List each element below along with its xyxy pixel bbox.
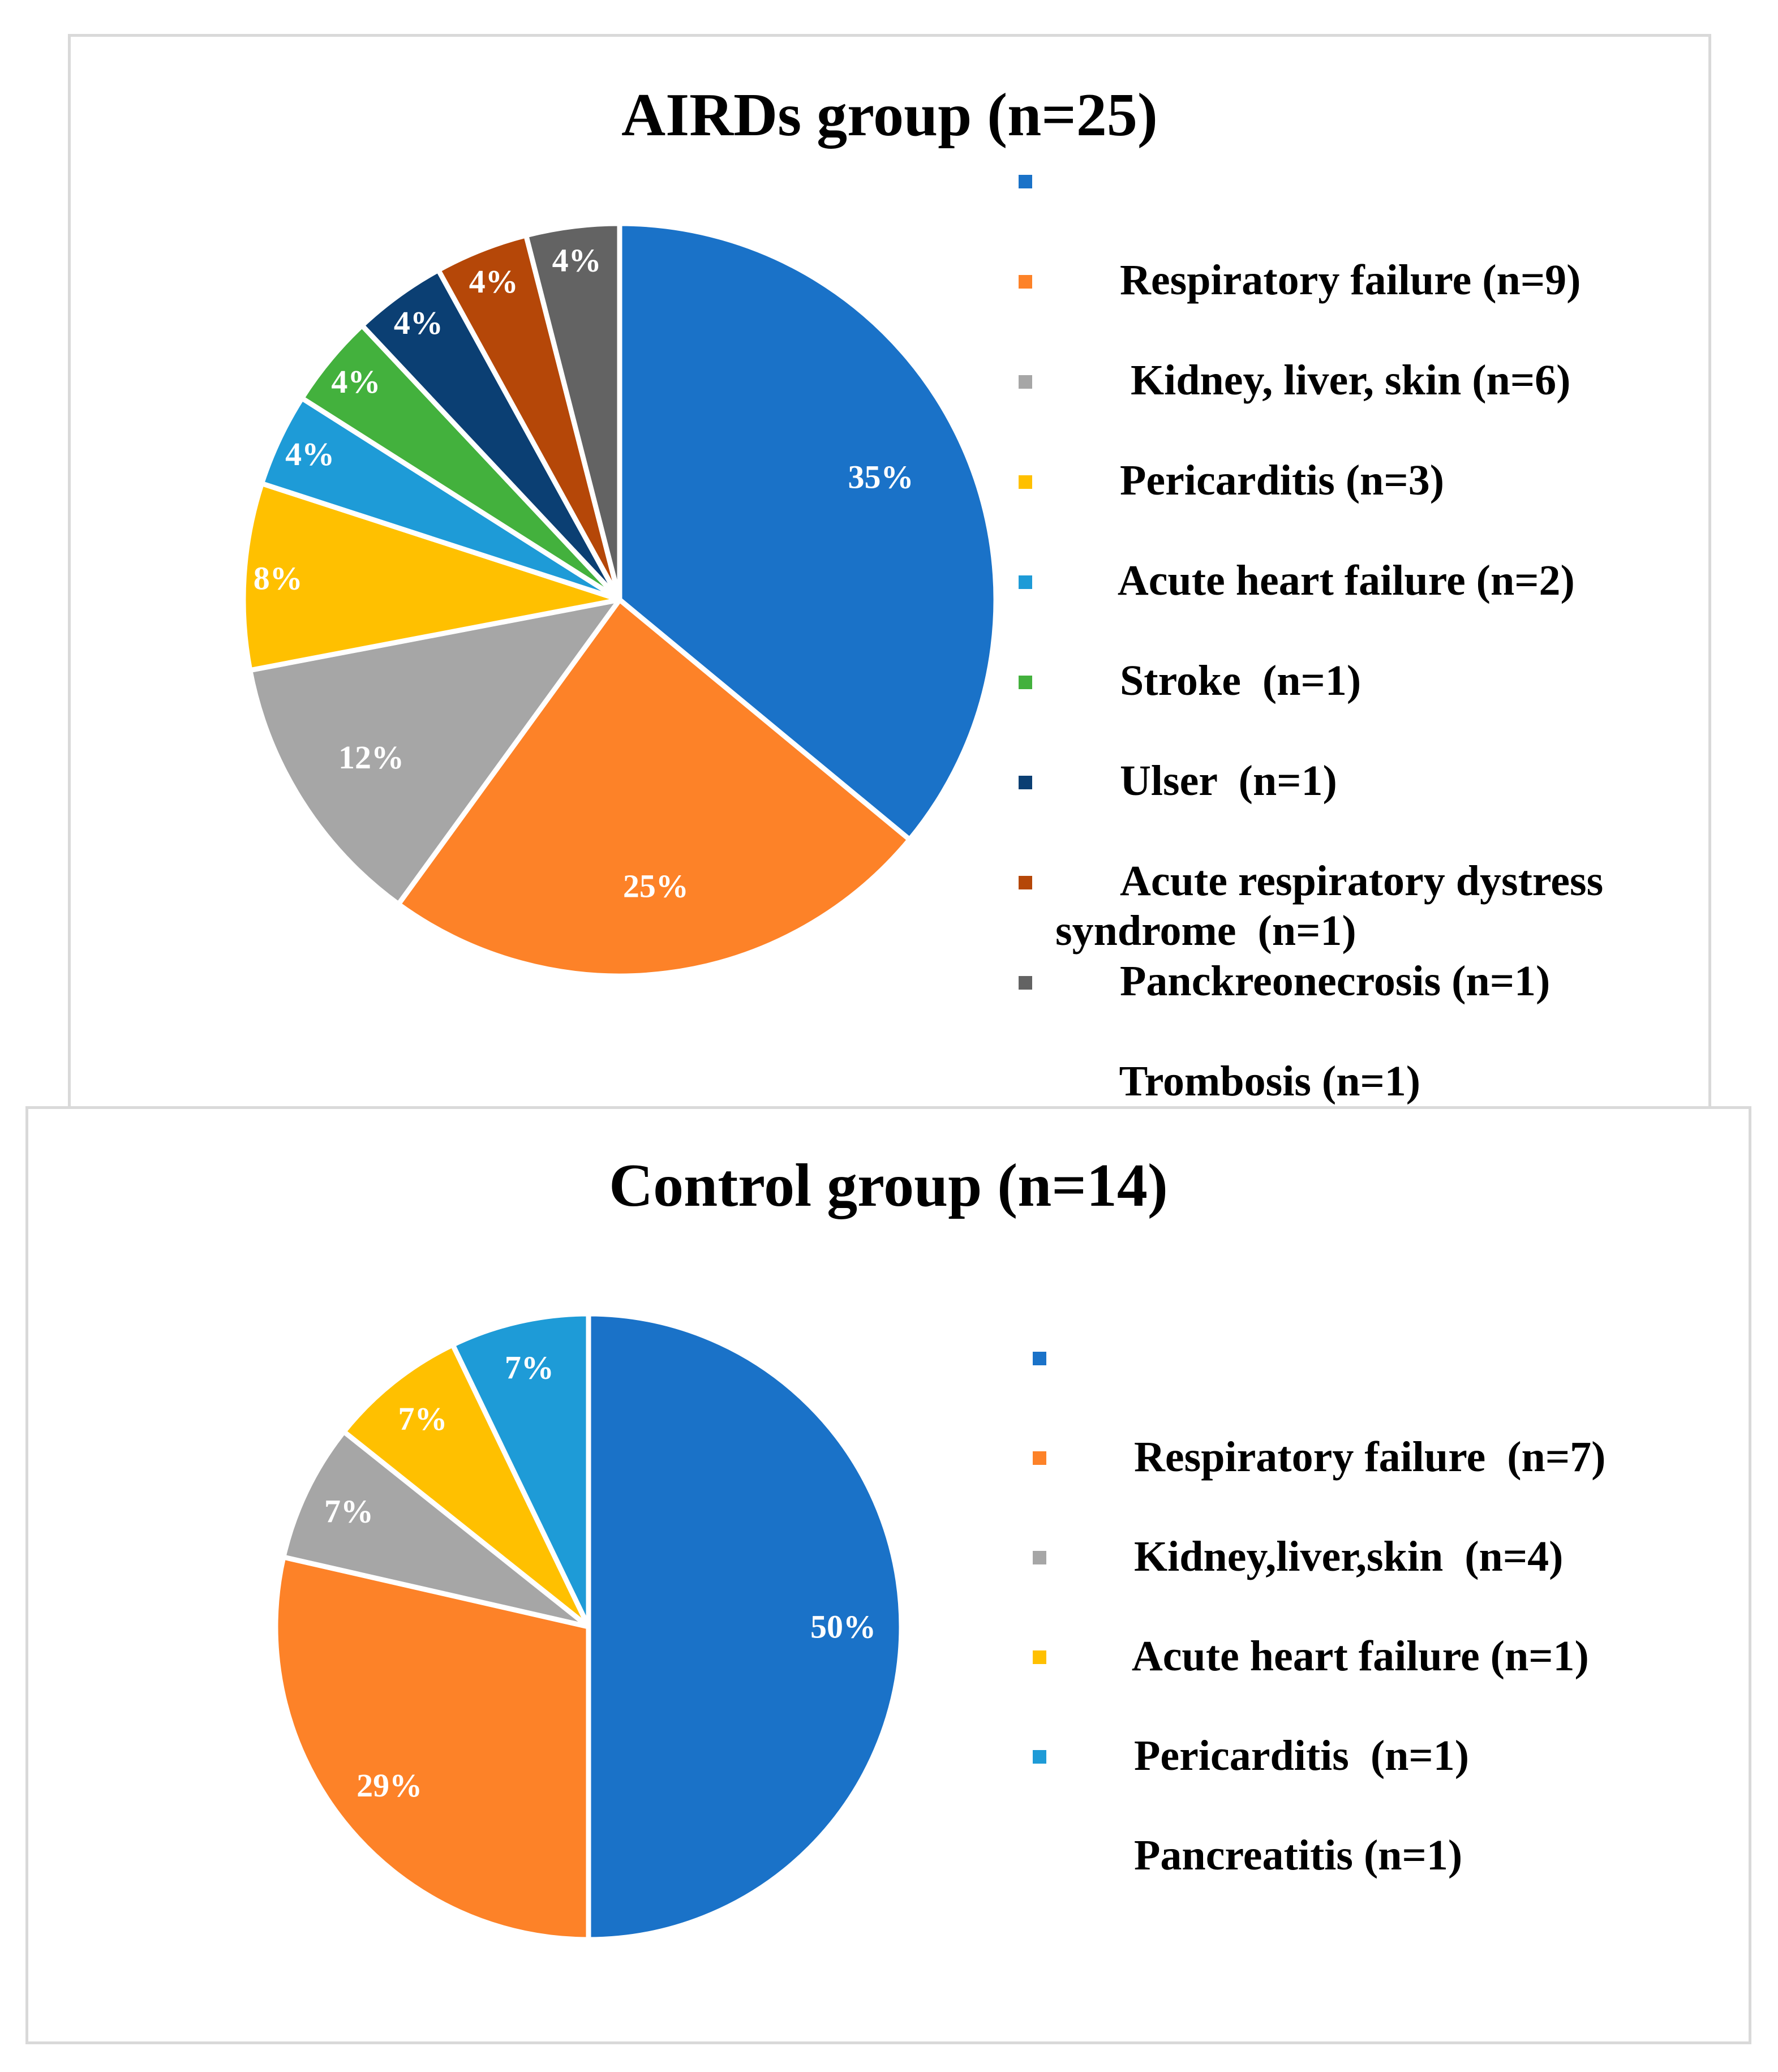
airds-chart-title: AIRDs group (n=25) xyxy=(621,81,1158,149)
control-slice-pancreatitis xyxy=(450,1311,591,1630)
airds-slice-acute-heart-failure xyxy=(240,481,622,673)
airds-slice-label-stroke: 4% xyxy=(285,436,334,472)
legend-label-acute-heart-failure: Acute heart failure (n=2) xyxy=(1117,557,1575,604)
legend-swatch-pancreatitis xyxy=(1033,1750,1046,1764)
legend-swatch-respiratory-failure xyxy=(1033,1352,1046,1365)
airds-slice-label-ulser: 4% xyxy=(331,363,380,400)
airds-chart-panel: AIRDs group (n=25) 35% 25% 12% 8% 4% 4% 4% 4% 4%… xyxy=(68,34,1711,1109)
legend-label-acute-heart-failure: Acute heart failure (n=1) xyxy=(1131,1632,1589,1680)
airds-legend: Respiratory failure (n=9) Kidney, liver,… xyxy=(1019,156,1698,1105)
legend-label-respiratory-failure: Respiratory failure (n=7) xyxy=(1134,1433,1606,1481)
control-slice-label-respiratory-failure: 50% xyxy=(810,1609,876,1645)
airds-slice-label-pericarditis: 12% xyxy=(338,739,404,776)
legend-label-ards: Acute respiratory dystress syndrome (n=1… xyxy=(1055,857,1614,955)
control-slice-label-pancreatitis: 7% xyxy=(505,1349,554,1386)
airds-slice-trombosis xyxy=(523,221,622,603)
control-legend-item: Acute heart failure (n=1) xyxy=(1033,1532,1712,1680)
airds-slice-label-trombosis: 4% xyxy=(552,242,602,278)
legend-label-panckreonecrosis: Panckreonecrosis (n=1) xyxy=(1120,957,1551,1005)
airds-legend-item: Acute respiratory dystress syndrome (n=1… xyxy=(1019,756,1650,955)
control-chart-panel: Control group (n=14) 50% 29% 7% 7% 7% Respir… xyxy=(25,1106,1751,2044)
control-slice-label-kidney-liver-skin: 29% xyxy=(357,1767,422,1804)
legend-swatch-pericarditis xyxy=(1033,1650,1046,1664)
control-chart-title: Control group (n=14) xyxy=(609,1152,1168,1219)
control-legend-item: Pericarditis (n=1) xyxy=(1033,1631,1712,1779)
airds-legend-item: Pericarditis (n=3) xyxy=(1019,356,1698,504)
airds-legend-item: Kidney, liver, skin (n=6) xyxy=(1019,256,1698,404)
legend-swatch-pericarditis xyxy=(1019,375,1032,389)
legend-label-ulser: Ulser (n=1) xyxy=(1120,757,1337,805)
airds-legend-item: Ulser (n=1) xyxy=(1019,656,1698,805)
legend-swatch-trombosis xyxy=(1019,976,1032,990)
airds-slice-pericarditis xyxy=(247,597,622,907)
airds-slice-label-panckreonecrosis: 4% xyxy=(469,263,518,300)
legend-label-pancreatitis: Pancreatitis (n=1) xyxy=(1134,1832,1463,1879)
legend-label-stroke: Stroke (n=1) xyxy=(1120,657,1362,704)
airds-legend-item: Trombosis (n=1) xyxy=(1019,957,1698,1105)
airds-slice-label-respiratory-failure: 35% xyxy=(848,458,913,495)
control-legend-item: Pancreatitis (n=1) xyxy=(1033,1731,1712,1879)
legend-swatch-ards xyxy=(1019,776,1032,789)
control-slice-pericarditis xyxy=(341,1342,591,1630)
airds-legend-item: Acute heart failure (n=2) xyxy=(1019,456,1698,604)
legend-label-pericarditis: Pericarditis (n=1) xyxy=(1134,1732,1470,1779)
legend-swatch-stroke xyxy=(1019,575,1032,589)
airds-slice-respiratory-failure xyxy=(617,221,999,842)
control-slice-label-acute-heart-failure: 7% xyxy=(324,1493,373,1530)
airds-slice-kidney-liver-skin xyxy=(396,597,912,979)
legend-label-kidney-liver-skin: Kidney,liver,skin (n=4) xyxy=(1134,1533,1564,1580)
legend-swatch-acute-heart-failure xyxy=(1033,1551,1046,1564)
airds-slice-label-acute-heart-failure: 8% xyxy=(254,560,303,597)
control-slice-acute-heart-failure xyxy=(281,1429,591,1630)
control-slice-kidney-liver-skin xyxy=(273,1554,591,1942)
airds-legend-item: Panckreonecrosis (n=1) xyxy=(1019,857,1698,1005)
airds-slice-label-acute-respiratory-dystress-syndrome: 4% xyxy=(394,304,443,341)
airds-slice-label-kidney-liver-skin: 25% xyxy=(623,867,689,904)
legend-label-kidney-liver-skin: Kidney, liver, skin (n=6) xyxy=(1120,356,1571,404)
legend-label-pericarditis: Pericarditis (n=3) xyxy=(1120,457,1445,504)
control-pie-chart: 50% 29% 7% 7% 7% xyxy=(273,1311,904,1942)
control-slice-label-pericarditis: 7% xyxy=(398,1400,447,1437)
airds-legend-item: Respiratory failure (n=9) xyxy=(1019,156,1698,304)
airds-legend-item: Stroke (n=1) xyxy=(1019,556,1698,704)
control-slice-respiratory-failure xyxy=(586,1311,904,1942)
control-legend-item: Respiratory failure (n=7) xyxy=(1033,1332,1712,1481)
legend-swatch-kidney-liver-skin xyxy=(1019,275,1032,289)
legend-swatch-acute-heart-failure xyxy=(1019,475,1032,489)
legend-label-respiratory-failure: Respiratory failure (n=9) xyxy=(1120,256,1581,304)
legend-swatch-kidney-liver-skin xyxy=(1033,1451,1046,1465)
legend-swatch-respiratory-failure xyxy=(1019,175,1032,188)
control-legend: Respiratory failure (n=7) Kidney,liver,s… xyxy=(1033,1332,1712,1879)
legend-swatch-panckreonecrosis xyxy=(1019,876,1032,889)
airds-pie-chart: 35% 25% 12% 8% 4% 4% 4% 4% 4% xyxy=(240,221,999,979)
legend-label-trombosis: Trombosis (n=1) xyxy=(1119,1058,1421,1105)
legend-swatch-ulser xyxy=(1019,676,1032,689)
control-legend-item: Kidney,liver,skin (n=4) xyxy=(1033,1432,1712,1580)
